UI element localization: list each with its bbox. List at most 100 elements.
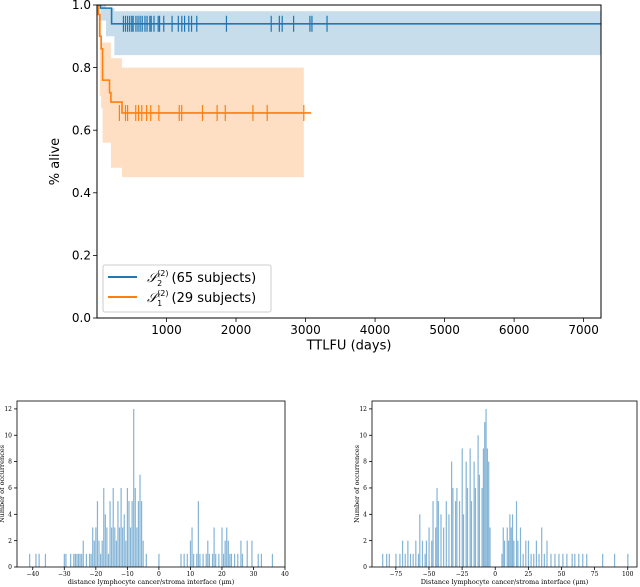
y-tick-label: 6 bbox=[363, 485, 367, 492]
histogram-bar bbox=[451, 461, 453, 567]
histogram-bar bbox=[207, 540, 209, 567]
histogram-bar bbox=[70, 553, 72, 567]
histogram-bar bbox=[100, 553, 102, 567]
histogram-bar bbox=[574, 553, 576, 567]
histogram-bar bbox=[535, 540, 537, 567]
histogram-bar bbox=[137, 501, 140, 567]
histogram-bar bbox=[481, 487, 483, 567]
histogram-bar bbox=[525, 540, 527, 567]
histogram-bar bbox=[543, 553, 545, 567]
histogram-bar bbox=[485, 408, 487, 567]
histogram-bar bbox=[76, 553, 78, 567]
x-tick-label: 40 bbox=[281, 571, 289, 578]
y-tick-label: 0 bbox=[363, 564, 367, 571]
histogram-bar bbox=[407, 540, 409, 567]
plot-frame bbox=[371, 400, 638, 568]
histogram-bar bbox=[445, 501, 447, 567]
histogram-bar bbox=[128, 501, 130, 567]
histogram-bar bbox=[558, 553, 560, 567]
histogram-bar bbox=[103, 487, 105, 567]
histogram-bar bbox=[486, 448, 488, 567]
histogram-bar bbox=[466, 487, 469, 567]
y-tick-label: 10 bbox=[359, 432, 367, 439]
y-tick-label: 1.0 bbox=[72, 0, 91, 12]
histogram-bar bbox=[586, 553, 588, 567]
histogram-bar bbox=[90, 553, 92, 567]
series-1 bbox=[97, 5, 601, 56]
y-axis-label: Number of occurrences bbox=[0, 445, 6, 523]
histogram-bar bbox=[474, 487, 477, 567]
y-tick-label: 0.2 bbox=[72, 249, 91, 263]
histogram-bar bbox=[193, 553, 195, 567]
histogram-bar bbox=[118, 527, 121, 567]
y-tick-label: 0.0 bbox=[72, 311, 91, 325]
histogram-bar bbox=[546, 540, 548, 567]
y-axis-label: % alive bbox=[48, 138, 63, 185]
histogram-bar bbox=[186, 553, 188, 567]
x-axis-label: TTLFU (days) bbox=[306, 339, 392, 354]
histogram-bar bbox=[140, 501, 143, 567]
histogram-bar bbox=[489, 527, 491, 567]
histogram-bar bbox=[484, 422, 486, 567]
histogram-bar bbox=[85, 553, 88, 567]
x-tick-label: 6000 bbox=[499, 323, 530, 337]
histogram-bar bbox=[522, 553, 524, 567]
plot-frame bbox=[16, 400, 286, 568]
histogram-bar bbox=[260, 553, 263, 567]
histogram-bar bbox=[271, 553, 274, 567]
histogram-bar bbox=[126, 487, 129, 567]
y-tick-label: 12 bbox=[359, 406, 367, 413]
histogram-bar bbox=[191, 527, 193, 567]
histogram-bar bbox=[425, 540, 428, 567]
x-tick-label: −10 bbox=[121, 571, 134, 578]
y-tick-label: 4 bbox=[8, 511, 12, 518]
histogram-bar bbox=[229, 553, 231, 567]
histogram-bar bbox=[183, 553, 185, 567]
histogram-bar bbox=[95, 527, 97, 567]
histogram-bar bbox=[227, 540, 229, 567]
y-tick-label: 2 bbox=[363, 538, 367, 545]
y-tick-label: 4 bbox=[363, 511, 367, 518]
histogram-bar bbox=[404, 553, 406, 567]
histogram-bar bbox=[399, 553, 401, 567]
x-tick-label: 30 bbox=[250, 571, 258, 578]
histogram-bar bbox=[510, 527, 512, 567]
histogram-bar bbox=[224, 540, 226, 567]
histogram-bar bbox=[205, 553, 207, 567]
histogram-bar bbox=[180, 553, 182, 567]
x-axis-label: distance lymphocyte cancer/stroma interf… bbox=[68, 578, 235, 586]
histogram-bar bbox=[133, 408, 135, 567]
histogram-bar bbox=[230, 553, 233, 567]
histogram-bar bbox=[424, 553, 426, 567]
histogram-bar bbox=[428, 527, 430, 567]
x-tick-label: 0 bbox=[493, 571, 497, 578]
x-tick-label: 100 bbox=[622, 571, 634, 578]
histogram-bar bbox=[237, 553, 239, 567]
histogram-bar bbox=[501, 553, 503, 567]
x-tick-label: 50 bbox=[558, 571, 566, 578]
histogram-bar bbox=[145, 553, 147, 567]
x-tick-label: −75 bbox=[390, 571, 403, 578]
histogram-bar bbox=[435, 527, 437, 567]
x-tick-label: −25 bbox=[456, 571, 469, 578]
histogram-bar bbox=[538, 553, 540, 567]
histogram-bar bbox=[419, 514, 421, 567]
confidence-band bbox=[97, 5, 601, 56]
histogram-bar bbox=[533, 553, 535, 567]
histogram-bar bbox=[554, 553, 556, 567]
y-tick-label: 0.6 bbox=[72, 123, 91, 137]
histogram-bar bbox=[401, 540, 404, 567]
histogram-bar bbox=[488, 461, 490, 567]
histogram-bar bbox=[196, 553, 198, 567]
histogram-bar bbox=[139, 474, 141, 567]
x-axis-label: Distance lymphocyte cancer/stroma interf… bbox=[421, 578, 589, 586]
x-tick-label: −20 bbox=[89, 571, 102, 578]
histogram-bar bbox=[482, 448, 484, 567]
x-tick-label: 5000 bbox=[429, 323, 460, 337]
histogram-bar bbox=[246, 540, 248, 567]
histogram-bar bbox=[504, 540, 506, 567]
histogram-bar bbox=[513, 540, 515, 567]
histogram-bar bbox=[257, 553, 259, 567]
histogram-bar bbox=[109, 501, 111, 567]
